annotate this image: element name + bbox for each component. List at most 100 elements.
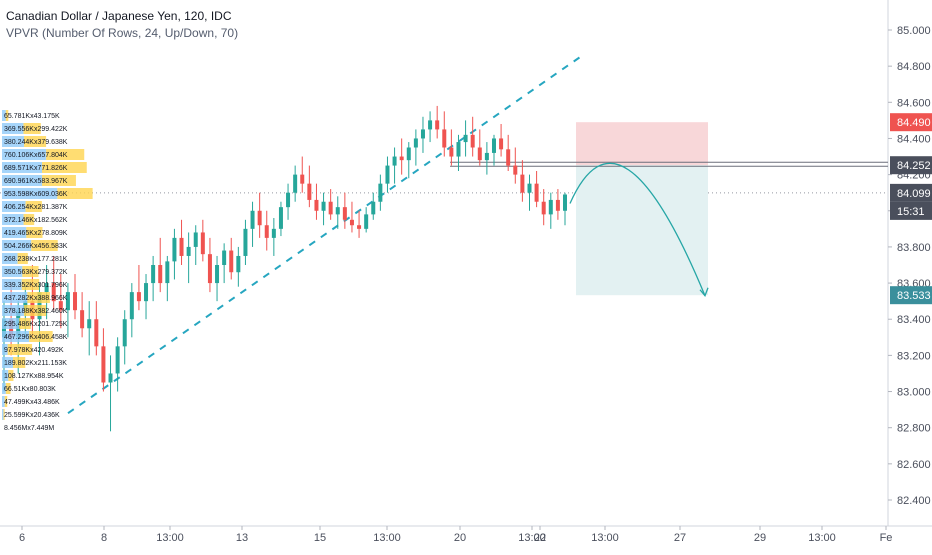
- candle-body[interactable]: [477, 147, 482, 161]
- candle-body[interactable]: [172, 237, 177, 262]
- candle-body[interactable]: [392, 156, 397, 166]
- volume-profile-up-bar: [2, 214, 24, 225]
- candle-body[interactable]: [314, 199, 319, 211]
- volume-profile-label: 350.563Kx279.372K: [4, 269, 68, 276]
- symbol-title: Canadian Dollar / Japanese Yen, 120, IDC: [6, 9, 232, 23]
- x-tick-label: 13:00: [156, 532, 184, 544]
- candle-body[interactable]: [73, 292, 78, 311]
- candle-body[interactable]: [555, 199, 560, 211]
- take-profit-zone[interactable]: [576, 165, 708, 296]
- candle-body[interactable]: [506, 149, 511, 166]
- candle-body[interactable]: [491, 138, 496, 153]
- x-tick-label: Fe: [880, 532, 893, 544]
- candle-body[interactable]: [236, 255, 241, 273]
- candle-body[interactable]: [87, 319, 92, 329]
- volume-profile-down-bar: [23, 214, 35, 225]
- candle-body[interactable]: [378, 183, 383, 202]
- candle-body[interactable]: [456, 142, 461, 157]
- candle-body[interactable]: [399, 156, 404, 161]
- candle-body[interactable]: [420, 129, 425, 139]
- candle-body[interactable]: [463, 134, 468, 143]
- candle-body[interactable]: [200, 232, 205, 255]
- candle-body[interactable]: [158, 265, 163, 284]
- volume-profile-down-bar: [7, 344, 33, 355]
- volume-profile-up-bar: [2, 370, 9, 381]
- volume-profile-label: 268.238Kx177.281K: [4, 256, 68, 263]
- trend-line[interactable]: [67, 56, 581, 415]
- candle-body[interactable]: [428, 120, 433, 130]
- projection-arc[interactable]: [569, 162, 706, 296]
- candle-body[interactable]: [328, 201, 333, 215]
- candle-body[interactable]: [58, 301, 63, 311]
- candle-body[interactable]: [449, 147, 454, 157]
- volume-profile-up-bar: [2, 175, 43, 186]
- candle-body[interactable]: [406, 147, 411, 161]
- x-tick-label: 20: [454, 532, 466, 544]
- candle-body[interactable]: [321, 201, 326, 211]
- candle-body[interactable]: [293, 174, 298, 193]
- candle-body[interactable]: [442, 129, 447, 148]
- volume-profile-down-bar: [41, 162, 87, 173]
- candle-body[interactable]: [129, 292, 134, 320]
- candle-body[interactable]: [94, 319, 99, 347]
- candle-body[interactable]: [371, 201, 376, 215]
- candle-body[interactable]: [342, 207, 347, 220]
- candle-body[interactable]: [271, 228, 276, 238]
- candle-body[interactable]: [307, 183, 312, 200]
- candle-body[interactable]: [385, 165, 390, 184]
- candle-body[interactable]: [193, 232, 198, 247]
- candle-body[interactable]: [470, 134, 475, 148]
- candle-body[interactable]: [136, 292, 141, 302]
- candle-body[interactable]: [357, 225, 362, 229]
- candle-body[interactable]: [541, 201, 546, 215]
- candle-body[interactable]: [115, 346, 120, 374]
- candle-body[interactable]: [144, 283, 149, 302]
- candle-body[interactable]: [563, 194, 567, 211]
- candle-body[interactable]: [243, 228, 248, 256]
- candle-body[interactable]: [413, 138, 418, 148]
- y-tick-label: 84.800: [897, 61, 931, 73]
- candle-body[interactable]: [101, 346, 106, 383]
- x-tick-label: 6: [19, 532, 25, 544]
- volume-profile-up-bar: [2, 279, 22, 290]
- candle-body[interactable]: [435, 120, 440, 130]
- candle-body[interactable]: [165, 261, 170, 284]
- volume-profile-down-bar: [4, 396, 8, 407]
- candle-body[interactable]: [80, 310, 85, 329]
- candle-body[interactable]: [257, 210, 262, 226]
- candle-body[interactable]: [364, 214, 369, 229]
- candle-body[interactable]: [527, 183, 532, 193]
- candle-body[interactable]: [278, 207, 283, 229]
- y-tick-label: 83.000: [897, 387, 931, 399]
- candle-body[interactable]: [300, 174, 305, 184]
- candle-body[interactable]: [151, 265, 156, 284]
- candle-body[interactable]: [222, 250, 227, 265]
- candle-body[interactable]: [264, 225, 269, 238]
- candle-body[interactable]: [207, 254, 212, 284]
- candle-body[interactable]: [108, 373, 113, 383]
- candle-body[interactable]: [250, 210, 255, 229]
- candle-body[interactable]: [349, 219, 354, 226]
- candle-body[interactable]: [51, 283, 56, 302]
- volume-profile-label: 406.254Kx281.387K: [4, 204, 68, 211]
- candle-body[interactable]: [122, 319, 127, 347]
- candle-body[interactable]: [229, 250, 234, 273]
- candle-body[interactable]: [484, 152, 489, 161]
- candle-body[interactable]: [548, 199, 553, 215]
- candle-body[interactable]: [286, 192, 291, 208]
- candle-body[interactable]: [520, 174, 525, 193]
- volume-profile-up-bar: [2, 331, 30, 342]
- candle-body[interactable]: [499, 138, 504, 150]
- stop-loss-zone[interactable]: [576, 122, 708, 166]
- candle-body[interactable]: [179, 237, 184, 256]
- candle-body[interactable]: [44, 283, 49, 293]
- candle-body[interactable]: [186, 246, 191, 256]
- candle-body[interactable]: [335, 207, 340, 215]
- candle-body[interactable]: [534, 183, 539, 202]
- x-tick-label: 29: [754, 532, 766, 544]
- candle-body[interactable]: [65, 292, 70, 311]
- candle-body[interactable]: [513, 165, 518, 175]
- candle-body[interactable]: [215, 265, 220, 284]
